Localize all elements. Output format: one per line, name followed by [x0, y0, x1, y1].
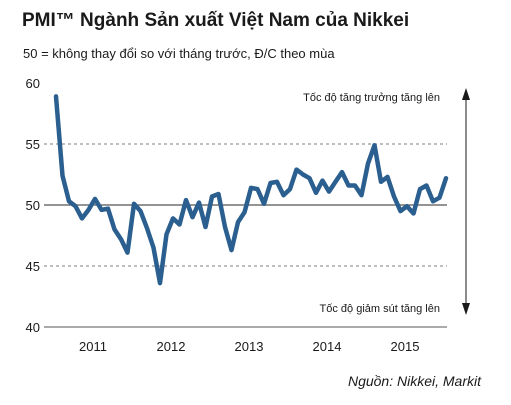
- direction-arrow: [462, 88, 470, 315]
- y-tick-label: 60: [26, 76, 40, 91]
- x-tick-label: 2011: [79, 339, 107, 354]
- top-annotation: Tốc độ tăng trưởng tăng lên: [303, 92, 440, 104]
- chart-title: PMI™ Ngành Sản xuất Việt Nam của Nikkei: [22, 10, 410, 31]
- y-tick-label: 45: [26, 259, 40, 274]
- y-tick-label: 55: [26, 137, 40, 152]
- x-tick-label: 2014: [313, 339, 342, 354]
- chart-subtitle: 50 = không thay đổi so với tháng trước, …: [23, 46, 335, 61]
- x-tick-label: 2015: [391, 339, 420, 354]
- x-tick-label: 2012: [157, 339, 186, 354]
- chart-source: Nguồn: Nikkei, Markit: [347, 373, 481, 389]
- y-tick-label: 50: [26, 198, 40, 213]
- y-tick-label: 40: [26, 320, 40, 335]
- bottom-annotation: Tốc độ giảm sút tăng lên: [320, 303, 440, 315]
- x-tick-label: 2013: [235, 339, 264, 354]
- pmi-series-line: [53, 94, 449, 286]
